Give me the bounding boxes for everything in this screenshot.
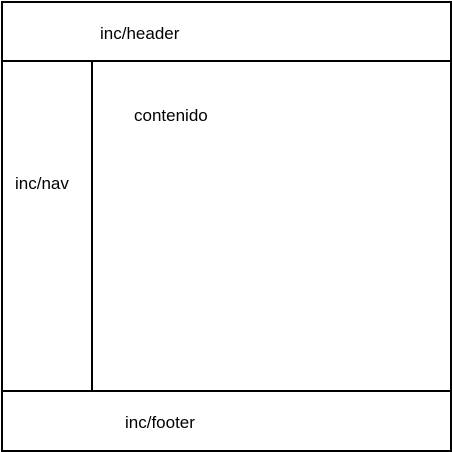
header-box: inc/header	[1, 1, 452, 62]
footer-label: inc/footer	[125, 413, 195, 432]
header-label: inc/header	[100, 24, 180, 43]
nav-box: inc/nav	[1, 60, 93, 392]
footer-box: inc/footer	[1, 390, 452, 452]
content-label: contenido	[134, 106, 208, 125]
nav-label: inc/nav	[15, 174, 69, 193]
content-box: contenido	[91, 60, 452, 392]
